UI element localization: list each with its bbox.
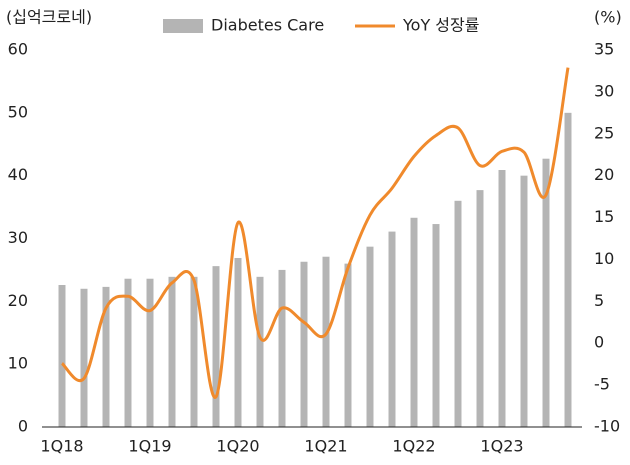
y-axis-title: (십억크로네) bbox=[6, 8, 92, 27]
y-tick-label: 30 bbox=[8, 228, 28, 247]
x-tick-label: 1Q19 bbox=[128, 437, 171, 456]
bar bbox=[520, 175, 528, 427]
bar bbox=[344, 263, 352, 427]
legend-label: Diabetes Care bbox=[211, 16, 324, 35]
bar bbox=[278, 269, 286, 427]
bar bbox=[124, 278, 132, 427]
y2-tick-label: 25 bbox=[594, 123, 614, 142]
x-tick-label: 1Q20 bbox=[216, 437, 259, 456]
bar bbox=[168, 276, 176, 427]
y2-tick-label: 35 bbox=[594, 40, 614, 59]
bar bbox=[388, 231, 396, 427]
y2-tick-label: -10 bbox=[594, 417, 620, 436]
bar bbox=[542, 158, 550, 427]
bar bbox=[300, 261, 308, 427]
y-tick-label: 20 bbox=[8, 291, 28, 310]
bar bbox=[234, 257, 242, 427]
y2-tick-label: 30 bbox=[594, 81, 614, 100]
bar bbox=[454, 200, 462, 427]
y-tick-label: 50 bbox=[8, 102, 28, 121]
x-tick-label: 1Q21 bbox=[304, 437, 347, 456]
legend-label: YoY 성장률 bbox=[402, 16, 479, 35]
bar bbox=[498, 170, 506, 428]
bar bbox=[432, 224, 440, 427]
bar bbox=[322, 256, 330, 427]
bar bbox=[476, 190, 484, 427]
bar bbox=[366, 246, 374, 427]
y-tick-label: 40 bbox=[8, 165, 28, 184]
y2-tick-label: 10 bbox=[594, 249, 614, 268]
y2-tick-label: 5 bbox=[594, 291, 604, 310]
bar bbox=[564, 112, 572, 427]
bar bbox=[190, 276, 198, 427]
y2-tick-label: 15 bbox=[594, 207, 614, 226]
x-tick-label: 1Q23 bbox=[480, 437, 523, 456]
y2-axis-title: (%) bbox=[594, 8, 622, 27]
y2-tick-label: 20 bbox=[594, 165, 614, 184]
x-tick-label: 1Q22 bbox=[392, 437, 435, 456]
bar bbox=[212, 266, 220, 427]
y2-tick-label: 0 bbox=[594, 333, 604, 352]
y2-tick-label: -5 bbox=[594, 375, 610, 394]
bar bbox=[146, 278, 154, 427]
y-tick-label: 10 bbox=[8, 354, 28, 373]
bar bbox=[80, 288, 88, 427]
bar bbox=[58, 284, 66, 427]
legend-swatch bbox=[163, 19, 203, 33]
line bbox=[60, 67, 570, 399]
bar bbox=[256, 276, 264, 427]
y-tick-label: 0 bbox=[18, 417, 28, 436]
bar bbox=[102, 286, 110, 427]
y-tick-label: 60 bbox=[8, 40, 28, 59]
x-tick-label: 1Q18 bbox=[40, 437, 83, 456]
bar bbox=[410, 217, 418, 427]
